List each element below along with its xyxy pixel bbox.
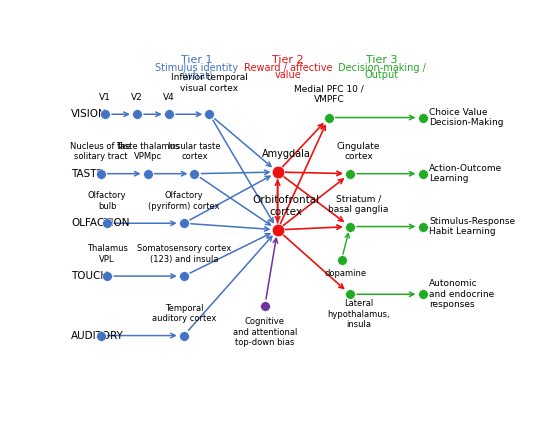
Text: Taste thalamus
VPMpc: Taste thalamus VPMpc [116, 142, 179, 161]
Text: Lateral
hypothalamus,
insula: Lateral hypothalamus, insula [327, 299, 390, 329]
Text: Striatum /
basal ganglia: Striatum / basal ganglia [328, 195, 389, 214]
Text: Orbitofrontal
cortex: Orbitofrontal cortex [252, 195, 320, 217]
Text: Olfactory
(pyriform) cortex: Olfactory (pyriform) cortex [148, 191, 219, 211]
Text: Autonomic
and endocrine
responses: Autonomic and endocrine responses [429, 279, 494, 309]
Text: AUDITORY: AUDITORY [71, 331, 124, 341]
Text: Tier 2: Tier 2 [272, 55, 304, 65]
Text: Nucleus of the
solitary tract: Nucleus of the solitary tract [70, 142, 131, 161]
Text: Medial PFC 10 /
VMPFC: Medial PFC 10 / VMPFC [294, 85, 364, 104]
Text: Somatosensory cortex
(123) and insula: Somatosensory cortex (123) and insula [137, 244, 231, 263]
Text: V4: V4 [163, 93, 175, 102]
Text: Amygdala: Amygdala [262, 149, 311, 160]
Text: (what): (what) [181, 70, 212, 80]
Text: V1: V1 [99, 93, 111, 102]
Text: Tier 1: Tier 1 [181, 55, 212, 65]
Text: Stimulus-Response
Habit Learning: Stimulus-Response Habit Learning [429, 217, 515, 236]
Text: VISION: VISION [71, 109, 107, 119]
Text: V2: V2 [131, 93, 143, 102]
Text: Temporal
auditory cortex: Temporal auditory cortex [152, 304, 216, 323]
Text: Action-Outcome
Learning: Action-Outcome Learning [429, 164, 502, 184]
Text: Choice Value
Decision-Making: Choice Value Decision-Making [429, 108, 503, 127]
Text: Inferior temporal
visual cortex: Inferior temporal visual cortex [171, 73, 248, 93]
Text: dopamine: dopamine [324, 269, 367, 278]
Text: OLFACTION: OLFACTION [71, 218, 129, 228]
Text: Tier 3: Tier 3 [366, 55, 398, 65]
Text: Cognitive
and attentional
top-down bias: Cognitive and attentional top-down bias [233, 317, 297, 347]
Text: value: value [275, 70, 301, 80]
Text: Stimulus identity: Stimulus identity [155, 63, 238, 73]
Text: Thalamus
VPL: Thalamus VPL [87, 244, 128, 263]
Text: Olfactory
bulb: Olfactory bulb [88, 191, 126, 211]
Text: TASTE: TASTE [71, 169, 103, 179]
Text: TOUCH: TOUCH [71, 271, 108, 281]
Text: Output: Output [365, 70, 399, 80]
Text: Reward / affective: Reward / affective [244, 63, 333, 73]
Text: Insular taste
cortex: Insular taste cortex [168, 142, 221, 161]
Text: Decision-making /: Decision-making / [338, 63, 426, 73]
Text: Cingulate
cortex: Cingulate cortex [337, 142, 381, 161]
